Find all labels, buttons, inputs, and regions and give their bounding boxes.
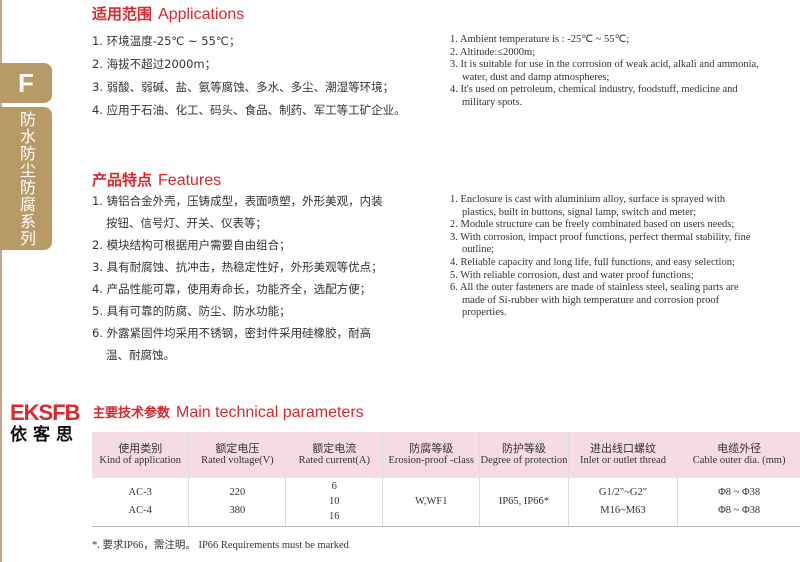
list-item: 1. Ambient temperature is : -25℃ ~ 55℃;: [450, 34, 630, 45]
list-item: 3. With corrosion, impact proof function…: [450, 231, 751, 256]
cell-value: IP65, IP66*: [498, 495, 550, 507]
header-cn: 额定电压: [215, 442, 260, 455]
list-item: 1. 铸铝合金外壳，压铸成型，表面喷塑，外形美观，内装按钮、信号灯、开关、仪表等…: [92, 194, 383, 230]
cell-value: AC-4: [128, 504, 152, 516]
features-list-en: 1. Enclosure is cast with aluminium allo…: [450, 194, 760, 320]
list-item: 3. 弱酸、弱碱、盐、氨等腐蚀、多水、多尘、潮湿等环境；: [92, 80, 395, 94]
list-item: 1. 环境温度-25℃ ~ 55℃；: [92, 34, 241, 48]
logo-name: 依客思: [10, 425, 79, 445]
applications-list-cn: 1. 环境温度-25℃ ~ 55℃； 2. 海拔不超过2000m； 3. 弱酸、弱碱…: [92, 30, 422, 122]
heading-en: Features: [158, 172, 222, 189]
list-item: 2. Module structure can be freely combin…: [450, 219, 735, 231]
cell-value: 10: [329, 496, 340, 508]
heading-en: Applications: [158, 6, 245, 23]
table-cell: W,WF1: [382, 478, 480, 527]
table-row: AC-3 AC-4 220 380 6 10 16 W,WF1 IP65, IP66* G1/2"…: [92, 478, 800, 527]
page-edge-line: [0, 0, 2, 562]
params-heading: 主要技术参数 Main technical parameters: [92, 402, 364, 422]
footnote: *. 要求IP66，需注明。 IP66 Requirements must be…: [92, 540, 349, 551]
applications-list-en: 1. Ambient temperature is : -25℃ ~ 55℃; 2…: [450, 34, 760, 110]
table-cell: IP65, IP66*: [479, 478, 569, 527]
list-item: 2. Altitude:≤2000m;: [450, 46, 536, 58]
table-cell: AC-3 AC-4: [92, 478, 189, 527]
column-header: 防腐等级 Erosion-proof -class: [382, 432, 480, 478]
header-cn: 防护等级: [501, 442, 546, 455]
table-cell: 6 10 16: [285, 478, 383, 527]
column-header: 使用类别 Kind of application: [92, 432, 189, 478]
cell-value: AC-3: [128, 486, 152, 498]
logo-mark: EKSFB: [10, 402, 94, 424]
list-item: 4. Reliable capacity and long life, full…: [450, 256, 735, 268]
cell-value: W,WF1: [414, 495, 448, 507]
cell-value: Φ8 ~ Φ38: [718, 504, 761, 516]
list-item: 4. 产品性能可靠，使用寿命长，功能齐全，选配方便；: [92, 282, 372, 296]
brand-logo: EKSFB 依客思: [10, 402, 94, 446]
list-item: 3. It is suitable for use in the corrosi…: [450, 59, 759, 83]
header-cn: 电缆外径: [717, 442, 762, 455]
column-header: 额定电压 Rated voltage(V): [188, 432, 286, 478]
list-item: 6. All the outer fasteners are made of s…: [450, 282, 739, 319]
list-item: 5. 具有可靠的防腐、防尘、防水功能；: [92, 304, 291, 318]
section-tab-letter: F: [0, 63, 52, 103]
column-header: 防护等级 Degree of protection: [479, 432, 569, 478]
column-header: 电缆外径 Cable outer dia. (mm): [677, 432, 800, 478]
column-header: 进出线口螺纹 Inlet or outlet thread: [567, 432, 678, 478]
list-item: 6. 外露紧固件均采用不锈钢，密封件采用硅橡胶，耐高温、耐腐蚀。: [92, 326, 372, 362]
list-item: 3. 具有耐腐蚀、抗冲击，热稳定性好，外形美观等优点；: [92, 260, 383, 274]
cell-value: 220: [229, 486, 246, 498]
table-cell: G1/2"~G2" M16~M63: [567, 478, 678, 527]
header-cn: 额定电流: [312, 442, 357, 455]
header-en: Rated current(A): [298, 455, 371, 466]
cell-value: 16: [329, 511, 340, 523]
header-en: Cable outer dia. (mm): [692, 455, 786, 466]
list-item: 4. 应用于石油、化工、码头、食品、制药、军工等工矿企业。: [92, 103, 406, 117]
cell-value: G1/2"~G2": [598, 486, 648, 498]
params-table: 使用类别 Kind of application 额定电压 Rated voltage…: [92, 432, 800, 527]
features-heading: 产品特点 Features: [92, 169, 221, 190]
heading-en: Main technical parameters: [176, 404, 364, 421]
header-cn: 进出线口螺纹: [589, 442, 656, 455]
header-en: Degree of protection: [480, 455, 568, 466]
header-cn: 防腐等级: [409, 442, 454, 455]
header-cn: 使用类别: [118, 442, 163, 455]
header-en: Kind of application: [99, 455, 182, 466]
list-item: 2. 模块结构可根据用户需要自由组合；: [92, 238, 291, 252]
list-item: 5. With reliable corrosion, dust and wat…: [450, 269, 694, 281]
header-en: Inlet or outlet thread: [579, 455, 666, 466]
header-en: Rated voltage(V): [201, 455, 274, 466]
list-item: 1. Enclosure is cast with aluminium allo…: [450, 194, 726, 218]
cell-value: M16~M63: [600, 504, 646, 516]
cell-value: Φ8 ~ Φ38: [718, 486, 761, 498]
table-cell: 220 380: [188, 478, 286, 527]
heading-cn: 适用范围: [92, 5, 153, 23]
applications-heading: 适用范围 Applications: [92, 3, 244, 24]
table-cell: Φ8 ~ Φ38 Φ8 ~ Φ38: [677, 478, 800, 527]
list-item: 2. 海拔不超过2000m；: [92, 57, 217, 71]
column-header: 额定电流 Rated current(A): [285, 432, 383, 478]
series-tab: 防水防尘防腐系列: [0, 107, 52, 250]
cell-value: 380: [229, 504, 246, 516]
heading-cn: 产品特点: [92, 171, 153, 189]
header-en: Erosion-proof -class: [388, 455, 474, 466]
features-list-cn: 1. 铸铝合金外壳，压铸成型，表面喷塑，外形美观，内装按钮、信号灯、开关、仪表等…: [92, 190, 392, 366]
list-item: 4. It's used on petroleum, chemical indu…: [450, 84, 738, 108]
heading-cn: 主要技术参数: [92, 406, 171, 421]
cell-value: 6: [331, 481, 337, 493]
